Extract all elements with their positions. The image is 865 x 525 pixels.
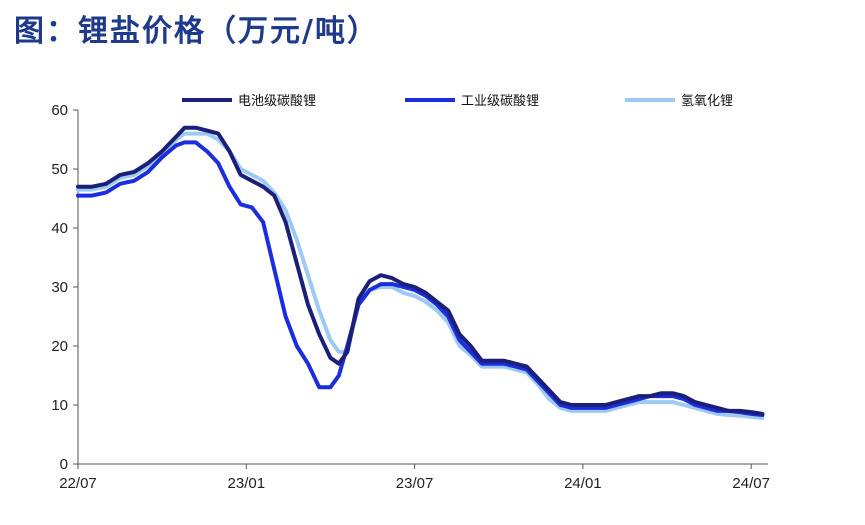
legend-label-0: 电池级碳酸锂 — [238, 93, 316, 108]
series-line-1 — [76, 140, 765, 417]
chart-legend: 电池级碳酸锂 工业级碳酸锂 氢氧化锂 — [182, 93, 733, 108]
chart-title: 图：锂盐价格（万元/吨） — [14, 14, 379, 49]
y-tick-label: 40 — [51, 220, 68, 237]
series-line-2 — [76, 131, 765, 420]
series-layer — [76, 125, 765, 420]
y-tick-label: 50 — [51, 161, 68, 178]
y-tick-label: 30 — [51, 279, 68, 296]
x-tick-label: 22/07 — [59, 475, 97, 492]
x-tick-label: 24/07 — [732, 475, 770, 492]
y-tick-label: 10 — [51, 397, 68, 414]
x-tick-label: 24/01 — [564, 475, 602, 492]
chart-axes: 0 10 20 30 40 50 60 22/07 23/01 23/07 24/01 24/07 — [51, 102, 770, 492]
legend-label-1: 工业级碳酸锂 — [461, 93, 539, 108]
legend-label-2: 氢氧化锂 — [681, 93, 733, 108]
y-tick-label: 60 — [51, 102, 68, 119]
y-tick-label: 0 — [60, 456, 68, 473]
series-line-0 — [76, 125, 765, 416]
y-tick-label: 20 — [51, 338, 68, 355]
x-tick-label: 23/07 — [396, 475, 434, 492]
x-tick-label: 23/01 — [228, 475, 266, 492]
